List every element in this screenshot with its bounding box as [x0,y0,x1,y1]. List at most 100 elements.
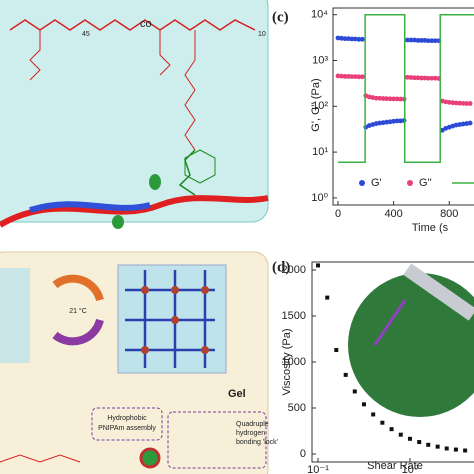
upy-bead [112,215,124,229]
data-point [394,96,400,102]
y-tick-label: 1500 [282,310,306,322]
polymer-chain [0,195,269,228]
data-point [429,75,435,81]
data-point [398,432,403,437]
y-tick-label: 10² [312,100,328,112]
inset-photo-background [348,273,474,417]
temperature-label: 21 °C [69,307,87,315]
callout-text: bonding 'lock' [236,439,278,446]
data-point [343,372,348,377]
panel-label: (c) [272,9,289,25]
y-tick-label: 500 [288,402,306,414]
data-point [387,96,393,102]
data-point [387,119,393,125]
callout-text: PNIPAm assembly [98,425,156,432]
panel-label: (d) [272,259,290,275]
side-group [159,30,171,76]
side-chain [184,30,196,151]
sol-cube [0,268,30,363]
data-point [467,101,473,106]
data-point [435,444,440,449]
x-axis-label: Time (s [412,222,449,234]
data-point [464,101,470,106]
callout-text: Quadruple [236,421,269,428]
subscript: 45 [82,31,90,38]
inset-photo [348,263,474,417]
data-point [398,118,403,124]
y-tick-label: 10⁴ [311,9,328,21]
data-point [380,96,386,101]
data-point [377,95,383,101]
data-point [352,389,357,394]
data-point [457,100,463,106]
x-tick-label: 0 [335,208,341,220]
callout-box [167,411,267,469]
data-point [371,412,376,417]
data-point [356,74,362,80]
data-point [352,74,358,80]
data-point [444,446,449,451]
data-point [446,99,452,105]
x-tick-label: 400 [384,208,402,220]
data-point [380,420,385,425]
data-point [432,75,438,81]
x-axis-label: Shear Rate [367,460,423,472]
data-point [453,447,458,452]
data-point [425,75,431,81]
polymer-backbone [9,19,256,31]
data-point [426,442,431,447]
data-point [352,36,358,42]
data-point [346,73,351,79]
data-point [405,37,410,43]
data-point [408,75,414,80]
x-tick-label: 800 [440,208,458,220]
y-tick-label: 10⁰ [311,192,328,204]
data-point [356,36,362,42]
y-tick-label: 2000 [282,264,306,276]
data-point [339,73,344,79]
data-point [398,96,403,102]
data-point [359,74,365,80]
data-point [412,37,417,43]
y-tick-label: 0 [300,448,306,460]
data-point [325,295,330,300]
data-point [422,75,428,81]
data-point [349,74,355,80]
data-point [342,36,348,42]
y-tick-label: 10³ [312,54,328,66]
data-point [391,96,397,102]
data-point [334,348,339,353]
data-point [361,402,366,407]
x-tick-label: 10⁰ [402,464,419,474]
data-point [408,37,414,43]
copolymer-label: co [140,18,152,30]
chain-segment [0,454,81,463]
data-point [432,38,438,44]
data-point [342,73,348,79]
network [125,270,215,368]
data-point [419,37,424,43]
data-point [407,436,412,441]
assembly-bead [139,447,161,469]
legend-marker [359,180,365,186]
panel-a: 45 co 10 [0,0,269,229]
data-point [415,75,421,81]
data-point [415,37,421,43]
syringe-needle [373,299,407,346]
callout-box [91,407,163,441]
data-point [417,440,422,445]
data-point [389,427,394,432]
data-point [419,75,424,81]
callout-text: hydrogen [236,430,265,437]
data-point [346,36,351,42]
crosslinks [141,286,209,354]
series-line [338,13,474,164]
data-point [335,73,341,79]
data-point [460,100,466,106]
cooling-arrow [52,318,104,346]
data-point [412,75,417,81]
y-axis-label: G', G'' (Pa) [310,78,322,131]
legend-label: G' [371,177,382,189]
